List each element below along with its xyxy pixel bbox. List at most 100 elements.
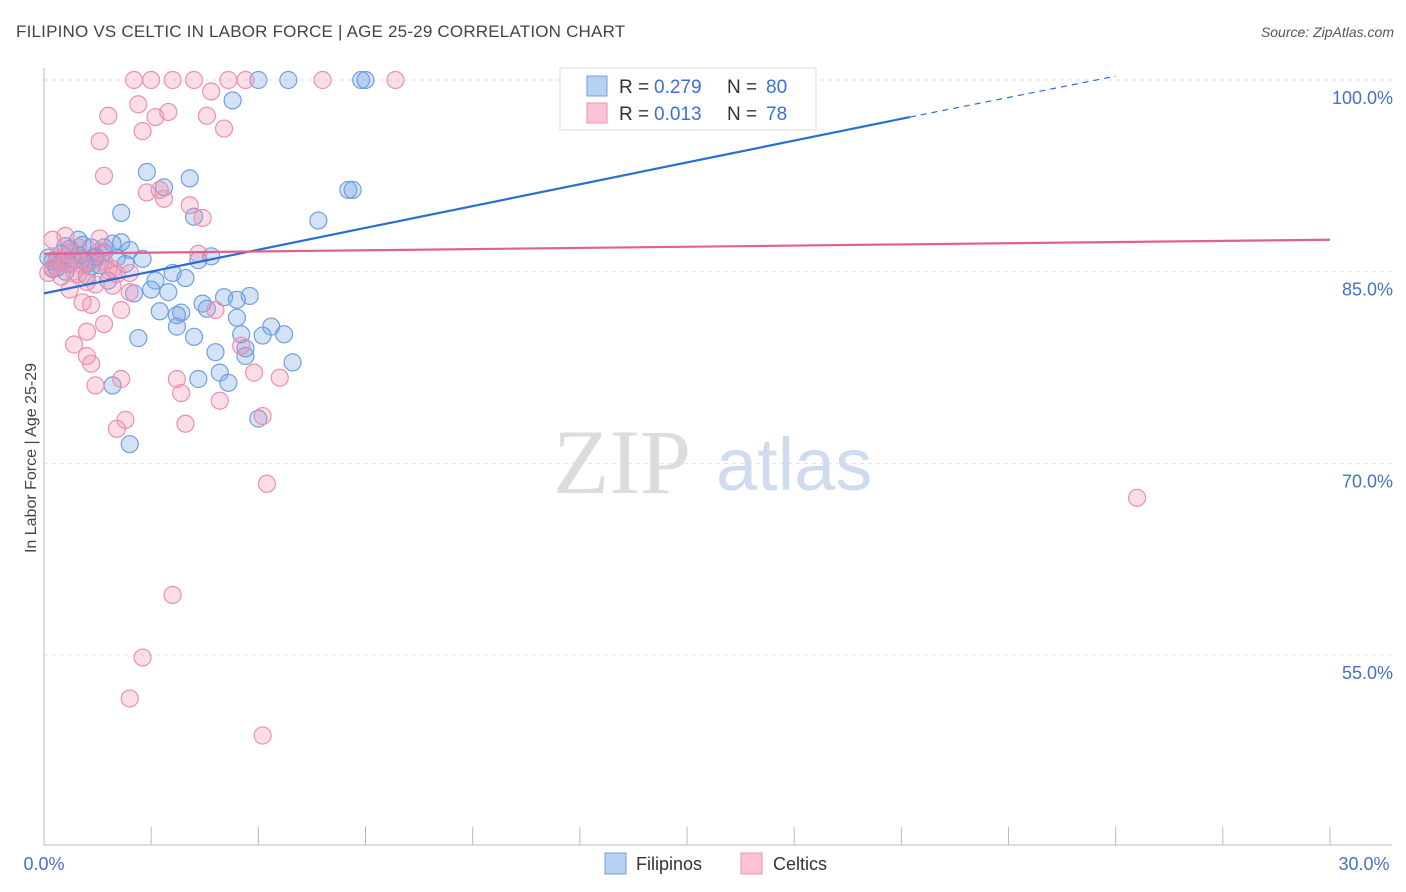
stats-legend: R = 0.279 N = 80 R = 0.013 N = 78	[559, 67, 817, 131]
filipinos-point-78	[159, 283, 178, 302]
celtics-point-27	[94, 314, 114, 334]
filipinos-point-35	[146, 271, 165, 290]
celtics-point-61	[210, 391, 229, 410]
chart-source: Source: ZipAtlas.com	[1260, 24, 1394, 40]
filipinos-point-64	[283, 353, 302, 372]
celtics-point-49	[159, 102, 178, 122]
y-axis-label: In Labor Force | Age 25-29	[23, 363, 40, 553]
watermark-zip: ZIP	[553, 411, 691, 513]
filipinos-point-75	[227, 308, 246, 327]
celtics-point-42	[129, 95, 148, 114]
filipinos-point-70	[352, 70, 371, 90]
x-ticks	[43, 827, 1331, 845]
celtics-point-52	[172, 383, 191, 403]
celtics-point-69	[270, 368, 289, 387]
filipinos-point-58	[240, 286, 259, 306]
filipinos-point-46	[172, 303, 191, 322]
celtics-point-7	[69, 238, 88, 257]
celtics-point-45	[142, 70, 161, 90]
legend-swatch-celtics	[586, 102, 608, 124]
filipinos-trendline	[43, 115, 911, 295]
y-tick-label-0: 100.0%	[1332, 88, 1393, 108]
celtics-point-57	[193, 208, 212, 228]
celtics-point-72	[120, 689, 139, 708]
filipinos-point-73	[120, 435, 139, 454]
filipinos-points	[39, 70, 641, 454]
celtics-point-68	[257, 474, 277, 493]
celtics-point-41	[124, 70, 144, 90]
filipinos-point-63	[274, 325, 294, 344]
celtics-point-35	[94, 166, 114, 185]
celtics-point-75	[386, 70, 405, 90]
legend-n-label-celtics: N =	[727, 104, 757, 125]
legend-r-label-celtics: R =	[619, 104, 649, 125]
filipinos-point-33	[133, 249, 152, 268]
celtics-point-70	[163, 585, 182, 605]
celtics-point-30	[64, 335, 84, 354]
celtics-point-66	[244, 363, 264, 382]
celtics-point-63	[219, 70, 238, 90]
filipinos-trendline-extension	[909, 75, 1116, 118]
celtics-point-11	[56, 226, 75, 245]
filipinos-point-65	[309, 211, 328, 230]
celtics-point-23	[120, 283, 139, 302]
series-legend-swatch-celtics	[740, 852, 763, 875]
celtics-point-62	[214, 119, 234, 138]
celtics-point-67	[253, 406, 272, 426]
legend-n-value-celtics: 78	[766, 104, 787, 125]
legend-n-value-filipinos: 80	[766, 77, 787, 98]
celtics-point-71	[133, 648, 152, 667]
celtics-point-31	[77, 322, 96, 341]
watermark-atlas: atlas	[716, 423, 872, 506]
filipinos-point-69	[279, 70, 298, 90]
filipinos-point-41	[176, 268, 195, 288]
filipinos-point-71	[356, 70, 375, 90]
y-tick-labels: 100.0% 85.0% 70.0% 55.0%	[1332, 88, 1393, 683]
filipinos-point-36	[150, 302, 169, 321]
series-legend-label-filipinos: Filipinos	[636, 854, 702, 874]
chart-title: FILIPINO VS CELTIC IN LABOR FORCE | AGE …	[16, 22, 626, 41]
celtics-point-12	[69, 265, 88, 284]
celtics-point-47	[150, 180, 169, 199]
celtics-point-8	[73, 256, 92, 275]
watermark: ZIP atlas	[553, 411, 872, 513]
filipinos-point-68	[249, 70, 268, 90]
filipinos-point-67	[343, 180, 362, 199]
celtics-point-60	[206, 300, 225, 320]
axes	[43, 68, 1392, 846]
x-tick-label-max: 30.0%	[1338, 854, 1389, 874]
filipinos-point-30	[112, 203, 131, 222]
celtics-point-48	[154, 189, 174, 208]
trendlines	[43, 75, 1331, 295]
celtics-point-26	[82, 295, 101, 314]
celtics-point-51	[167, 369, 186, 389]
y-tick-label-2: 70.0%	[1342, 471, 1393, 491]
series-legend-swatch-filipinos	[604, 852, 627, 875]
celtics-point-29	[112, 300, 131, 320]
celtics-point-34	[90, 132, 109, 151]
celtics-point-54	[180, 196, 199, 215]
filipinos-point-49	[189, 369, 208, 389]
celtics-point-53	[176, 414, 195, 433]
gridlines	[44, 79, 1392, 656]
legend-swatch-filipinos	[586, 75, 608, 97]
celtics-point-39	[116, 410, 135, 429]
filipinos-point-76	[236, 346, 255, 366]
celtics-point-14	[90, 242, 109, 261]
celtics-point-74	[313, 70, 332, 90]
filipinos-point-51	[206, 343, 225, 362]
legend-n-label-filipinos: N =	[727, 77, 757, 98]
legend-r-value-filipinos: 0.279	[654, 77, 702, 98]
legend-r-label-filipinos: R =	[619, 77, 649, 98]
filipinos-point-32	[129, 329, 148, 348]
celtics-point-32	[82, 354, 101, 373]
celtics-point-28	[103, 260, 122, 279]
y-tick-label-3: 55.0%	[1342, 663, 1393, 683]
celtics-point-76	[1127, 488, 1147, 507]
celtics-trendline	[43, 238, 1331, 255]
series-legend-label-celtics: Celtics	[773, 854, 827, 874]
celtics-point-40	[120, 263, 139, 283]
celtics-point-38	[112, 369, 131, 389]
celtics-point-65	[236, 70, 255, 90]
